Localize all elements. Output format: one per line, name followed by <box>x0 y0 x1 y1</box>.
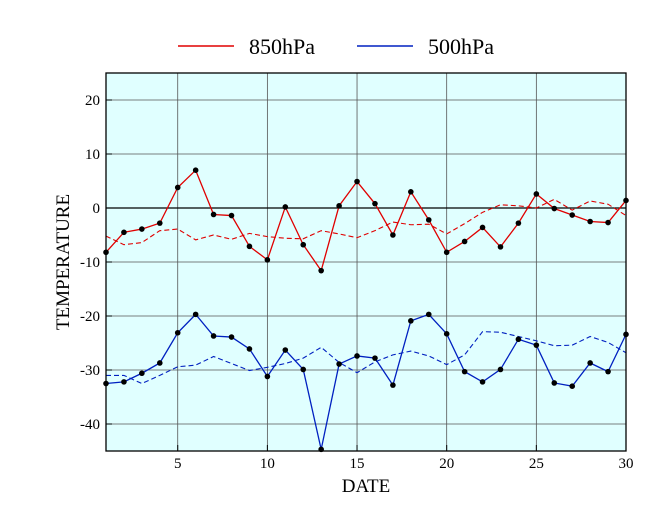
x-tick-label: 10 <box>260 456 275 472</box>
data-point-500hpa <box>121 379 127 385</box>
x-axis-label: DATE <box>342 476 391 497</box>
y-tick-label: -10 <box>80 255 100 271</box>
data-point-850hpa <box>605 219 611 226</box>
data-point-500hpa <box>372 355 378 361</box>
series-line-500hpa <box>105 313 627 450</box>
data-point-850hpa <box>461 238 468 245</box>
data-point-500hpa <box>551 380 558 386</box>
climatology-line-500hpa <box>106 331 627 385</box>
data-point-850hpa <box>479 224 486 231</box>
data-point-850hpa <box>228 212 235 219</box>
data-point-850hpa <box>246 243 253 250</box>
series-layer <box>103 167 629 453</box>
data-point-500hpa <box>336 361 342 367</box>
data-point-850hpa <box>174 184 181 191</box>
y-tick-label: -20 <box>80 309 100 325</box>
x-tick-label: 30 <box>619 456 634 472</box>
data-point-850hpa <box>318 267 324 274</box>
data-point-850hpa <box>372 200 378 207</box>
y-tick-label: -30 <box>80 363 100 379</box>
data-point-850hpa <box>139 226 145 232</box>
data-point-850hpa <box>443 249 450 256</box>
y-axis-label: TEMPERATURE <box>53 194 74 330</box>
data-point-850hpa <box>551 205 558 212</box>
data-point-500hpa <box>515 336 522 343</box>
data-point-500hpa <box>192 311 199 318</box>
x-tick-label: 15 <box>350 456 365 472</box>
x-tick-label: 20 <box>439 456 454 472</box>
ticks: 5 10 15 20 25 30 20 10 0 -10 -20 -30 -40 <box>80 93 634 472</box>
data-point-500hpa <box>390 382 396 388</box>
data-point-850hpa <box>210 211 217 218</box>
data-point-850hpa <box>192 167 199 173</box>
grid <box>106 73 626 451</box>
data-point-500hpa <box>533 342 540 348</box>
data-point-850hpa <box>587 218 593 225</box>
data-point-850hpa <box>336 203 342 209</box>
data-point-500hpa <box>282 347 289 353</box>
data-point-500hpa <box>497 366 504 373</box>
data-point-500hpa <box>228 334 235 340</box>
data-point-850hpa <box>390 232 396 238</box>
data-point-500hpa <box>174 329 181 336</box>
data-point-500hpa <box>210 333 217 339</box>
legend: 850hPa 500hPa <box>178 34 494 59</box>
data-point-500hpa <box>479 379 486 385</box>
data-point-500hpa <box>605 368 611 375</box>
series-line-850hpa <box>105 169 627 273</box>
data-point-850hpa <box>264 257 271 263</box>
data-point-850hpa <box>569 212 576 218</box>
y-tick-label: -40 <box>80 417 100 433</box>
x-tick-label: 25 <box>529 456 544 472</box>
data-point-500hpa <box>587 360 593 366</box>
y-tick-label: 20 <box>85 93 100 109</box>
data-point-500hpa <box>139 370 145 377</box>
data-point-500hpa <box>354 353 360 359</box>
data-point-500hpa <box>569 383 576 390</box>
data-point-850hpa <box>354 178 360 185</box>
data-point-500hpa <box>425 311 432 318</box>
data-point-850hpa <box>533 191 540 197</box>
data-point-500hpa <box>264 373 271 380</box>
data-point-500hpa <box>461 368 468 375</box>
data-point-850hpa <box>156 220 163 226</box>
y-tick-label: 10 <box>85 147 100 163</box>
x-tick-label: 5 <box>174 456 182 472</box>
data-point-850hpa <box>121 229 127 236</box>
data-point-500hpa <box>408 318 414 324</box>
data-point-850hpa <box>515 220 522 226</box>
data-point-850hpa <box>497 244 504 250</box>
legend-label-500hpa: 500hPa <box>428 34 494 59</box>
data-point-500hpa <box>246 346 253 352</box>
data-point-850hpa <box>408 189 414 195</box>
data-point-850hpa <box>300 241 307 248</box>
data-point-850hpa <box>282 204 289 210</box>
data-point-500hpa <box>300 366 307 373</box>
y-tick-label: 0 <box>93 201 101 217</box>
data-point-500hpa <box>443 331 450 337</box>
data-point-500hpa <box>156 360 163 366</box>
legend-label-850hpa: 850hPa <box>249 34 315 59</box>
data-point-850hpa <box>425 217 432 223</box>
climatology-line-850hpa <box>105 198 627 246</box>
